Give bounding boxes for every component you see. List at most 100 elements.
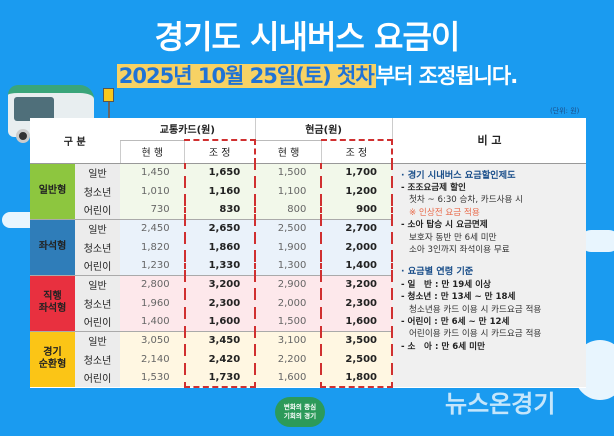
cash-current: 1,500 bbox=[255, 312, 322, 332]
cash-adjusted: 3,500 bbox=[320, 331, 393, 350]
header-remarks: 비 고 bbox=[391, 118, 586, 164]
header-cash-adjusted: 조 정 bbox=[320, 139, 393, 164]
remark-item: - 조조요금제 할인 bbox=[401, 182, 466, 193]
card-adjusted: 2,650 bbox=[183, 219, 257, 238]
header-card-adjusted: 조 정 bbox=[184, 139, 257, 164]
watermark: 뉴스온경기 bbox=[445, 390, 556, 418]
bus-stop-pole bbox=[108, 102, 110, 118]
age-label: 청소년 bbox=[75, 181, 120, 201]
table-row: 청소년 1,820 1,860 1,900 2,000 bbox=[30, 237, 586, 257]
cash-current: 2,200 bbox=[255, 349, 322, 369]
card-current: 2,140 bbox=[120, 349, 185, 369]
card-current: 1,010 bbox=[120, 181, 185, 201]
card-adjusted: 3,450 bbox=[183, 331, 257, 350]
card-adjusted: 1,600 bbox=[183, 312, 257, 332]
cash-current: 2,900 bbox=[255, 275, 322, 294]
cash-adjusted: 2,000 bbox=[320, 237, 393, 257]
remark-item: - 일 반 : 만 19세 이상 bbox=[401, 279, 491, 290]
remark-item: - 소아 탑승 시 요금면제 bbox=[401, 220, 488, 231]
fare-table: 구 분 교통카드(원) 현금(원) 비 고 현 행 조 정 현 행 조 정 일반… bbox=[30, 118, 586, 389]
card-current: 1,960 bbox=[120, 293, 185, 313]
remark-note: ※ 인상전 요금 적용 bbox=[409, 207, 480, 218]
age-label: 일반 bbox=[75, 219, 120, 238]
cash-current: 1,900 bbox=[255, 237, 322, 257]
gyeonggi-logo: 변화의 중심 기회의 경기 bbox=[275, 397, 325, 427]
bus-type-label: 좌석형 bbox=[30, 219, 75, 276]
card-current: 2,450 bbox=[120, 219, 185, 238]
cash-adjusted: 3,200 bbox=[320, 275, 393, 294]
subtitle-highlight: 2025년 10월 25일(토) 첫차 bbox=[116, 64, 376, 88]
age-label: 어린이 bbox=[75, 368, 120, 388]
header-card: 교통카드(원) bbox=[120, 118, 256, 141]
age-label: 청소년 bbox=[75, 293, 120, 313]
table-row: 어린이 730 830 800 900 bbox=[30, 200, 586, 220]
remarks-panel: · 경기 시내버스 요금할인제도 - 조조요금제 할인 첫차 ~ 6:30 승차… bbox=[391, 163, 586, 388]
age-label: 일반 bbox=[75, 163, 120, 182]
table-row: 경기 순환형 일반 3,050 3,450 3,100 3,500 bbox=[30, 331, 586, 388]
cash-current: 800 bbox=[255, 200, 322, 220]
cash-current: 1,500 bbox=[255, 163, 322, 182]
table-row: 청소년 2,140 2,420 2,200 2,500 bbox=[30, 349, 586, 369]
header-cash: 현금(원) bbox=[254, 118, 392, 141]
remark-text: 소아 3인까지 좌석이용 무료 bbox=[409, 244, 510, 255]
cash-adjusted: 2,500 bbox=[320, 349, 393, 369]
cash-adjusted: 1,700 bbox=[320, 163, 393, 182]
age-label: 어린이 bbox=[75, 256, 120, 276]
cash-current: 2,000 bbox=[255, 293, 322, 313]
table-row: 직행 좌석형 일반 2,800 3,200 2,900 3,200 bbox=[30, 275, 586, 332]
table-row: 어린이 1,400 1,600 1,500 1,600 bbox=[30, 312, 586, 332]
card-adjusted: 1,160 bbox=[183, 181, 257, 201]
age-label: 일반 bbox=[75, 275, 120, 294]
card-adjusted: 3,200 bbox=[183, 275, 257, 294]
card-adjusted: 1,860 bbox=[183, 237, 257, 257]
card-current: 1,530 bbox=[120, 368, 185, 388]
cash-current: 1,300 bbox=[255, 256, 322, 276]
card-adjusted: 1,650 bbox=[183, 163, 257, 182]
age-label: 어린이 bbox=[75, 312, 120, 332]
cloud bbox=[580, 230, 614, 252]
remark-item: - 청소년 : 만 13세 ~ 만 18세 bbox=[401, 292, 516, 303]
header-cash-current: 현 행 bbox=[254, 140, 322, 164]
header-card-current: 현 행 bbox=[119, 140, 185, 164]
card-current: 3,050 bbox=[120, 331, 185, 350]
cash-adjusted: 2,700 bbox=[320, 219, 393, 238]
remark-heading: · 요금별 연령 기준 bbox=[401, 266, 474, 278]
cash-current: 1,100 bbox=[255, 181, 322, 201]
remark-heading: · 경기 시내버스 요금할인제도 bbox=[401, 169, 516, 181]
header-category: 구 분 bbox=[30, 118, 120, 164]
card-adjusted: 2,300 bbox=[183, 293, 257, 313]
unit-label: (단위: 원) bbox=[550, 107, 580, 115]
cash-adjusted: 1,600 bbox=[320, 312, 393, 332]
age-label: 일반 bbox=[75, 331, 120, 350]
card-current: 1,400 bbox=[120, 312, 185, 332]
subtitle-rest: 부터 조정됩니다. bbox=[375, 64, 519, 88]
table-row: 청소년 1,010 1,160 1,100 1,200 bbox=[30, 181, 586, 201]
remark-item: - 소 아 : 만 6세 미만 bbox=[401, 341, 485, 352]
cash-current: 2,500 bbox=[255, 219, 322, 238]
page-title: 경기도 시내버스 요금이 bbox=[154, 18, 461, 56]
table-row: 어린이 1,530 1,730 1,600 1,800 bbox=[30, 368, 586, 389]
remark-text: 청소년용 카드 이용 시 카드요금 적용 bbox=[409, 304, 542, 315]
card-adjusted: 830 bbox=[183, 200, 257, 220]
bus-type-label: 경기 순환형 bbox=[30, 331, 75, 388]
remark-text: 첫차 ~ 6:30 승차, 카드사용 시 bbox=[409, 195, 524, 206]
bus-type-label: 일반형 bbox=[30, 163, 75, 220]
card-current: 1,450 bbox=[120, 163, 185, 182]
cash-adjusted: 900 bbox=[320, 200, 393, 220]
table-row: 어린이 1,230 1,330 1,300 1,400 bbox=[30, 256, 586, 276]
card-current: 1,820 bbox=[120, 237, 185, 257]
cash-current: 1,600 bbox=[255, 368, 322, 388]
cash-adjusted: 1,400 bbox=[320, 256, 393, 276]
table-row: 일반형 일반 1,450 1,650 1,500 1,700 · 경기 시내버스 요금할인제… bbox=[30, 163, 586, 388]
age-label: 청소년 bbox=[75, 237, 120, 257]
card-current: 1,230 bbox=[120, 256, 185, 276]
card-adjusted: 1,730 bbox=[183, 368, 257, 389]
remark-item: - 어린이 : 만 6세 ~ 만 12세 bbox=[401, 316, 510, 327]
age-label: 어린이 bbox=[75, 200, 120, 220]
cash-adjusted: 1,800 bbox=[320, 368, 393, 389]
cash-adjusted: 2,300 bbox=[320, 293, 393, 313]
bus-stop-sign bbox=[103, 88, 114, 102]
cash-current: 3,100 bbox=[255, 331, 322, 350]
table-row: 좌석형 일반 2,450 2,650 2,500 2,700 bbox=[30, 219, 586, 276]
card-current: 730 bbox=[120, 200, 185, 220]
